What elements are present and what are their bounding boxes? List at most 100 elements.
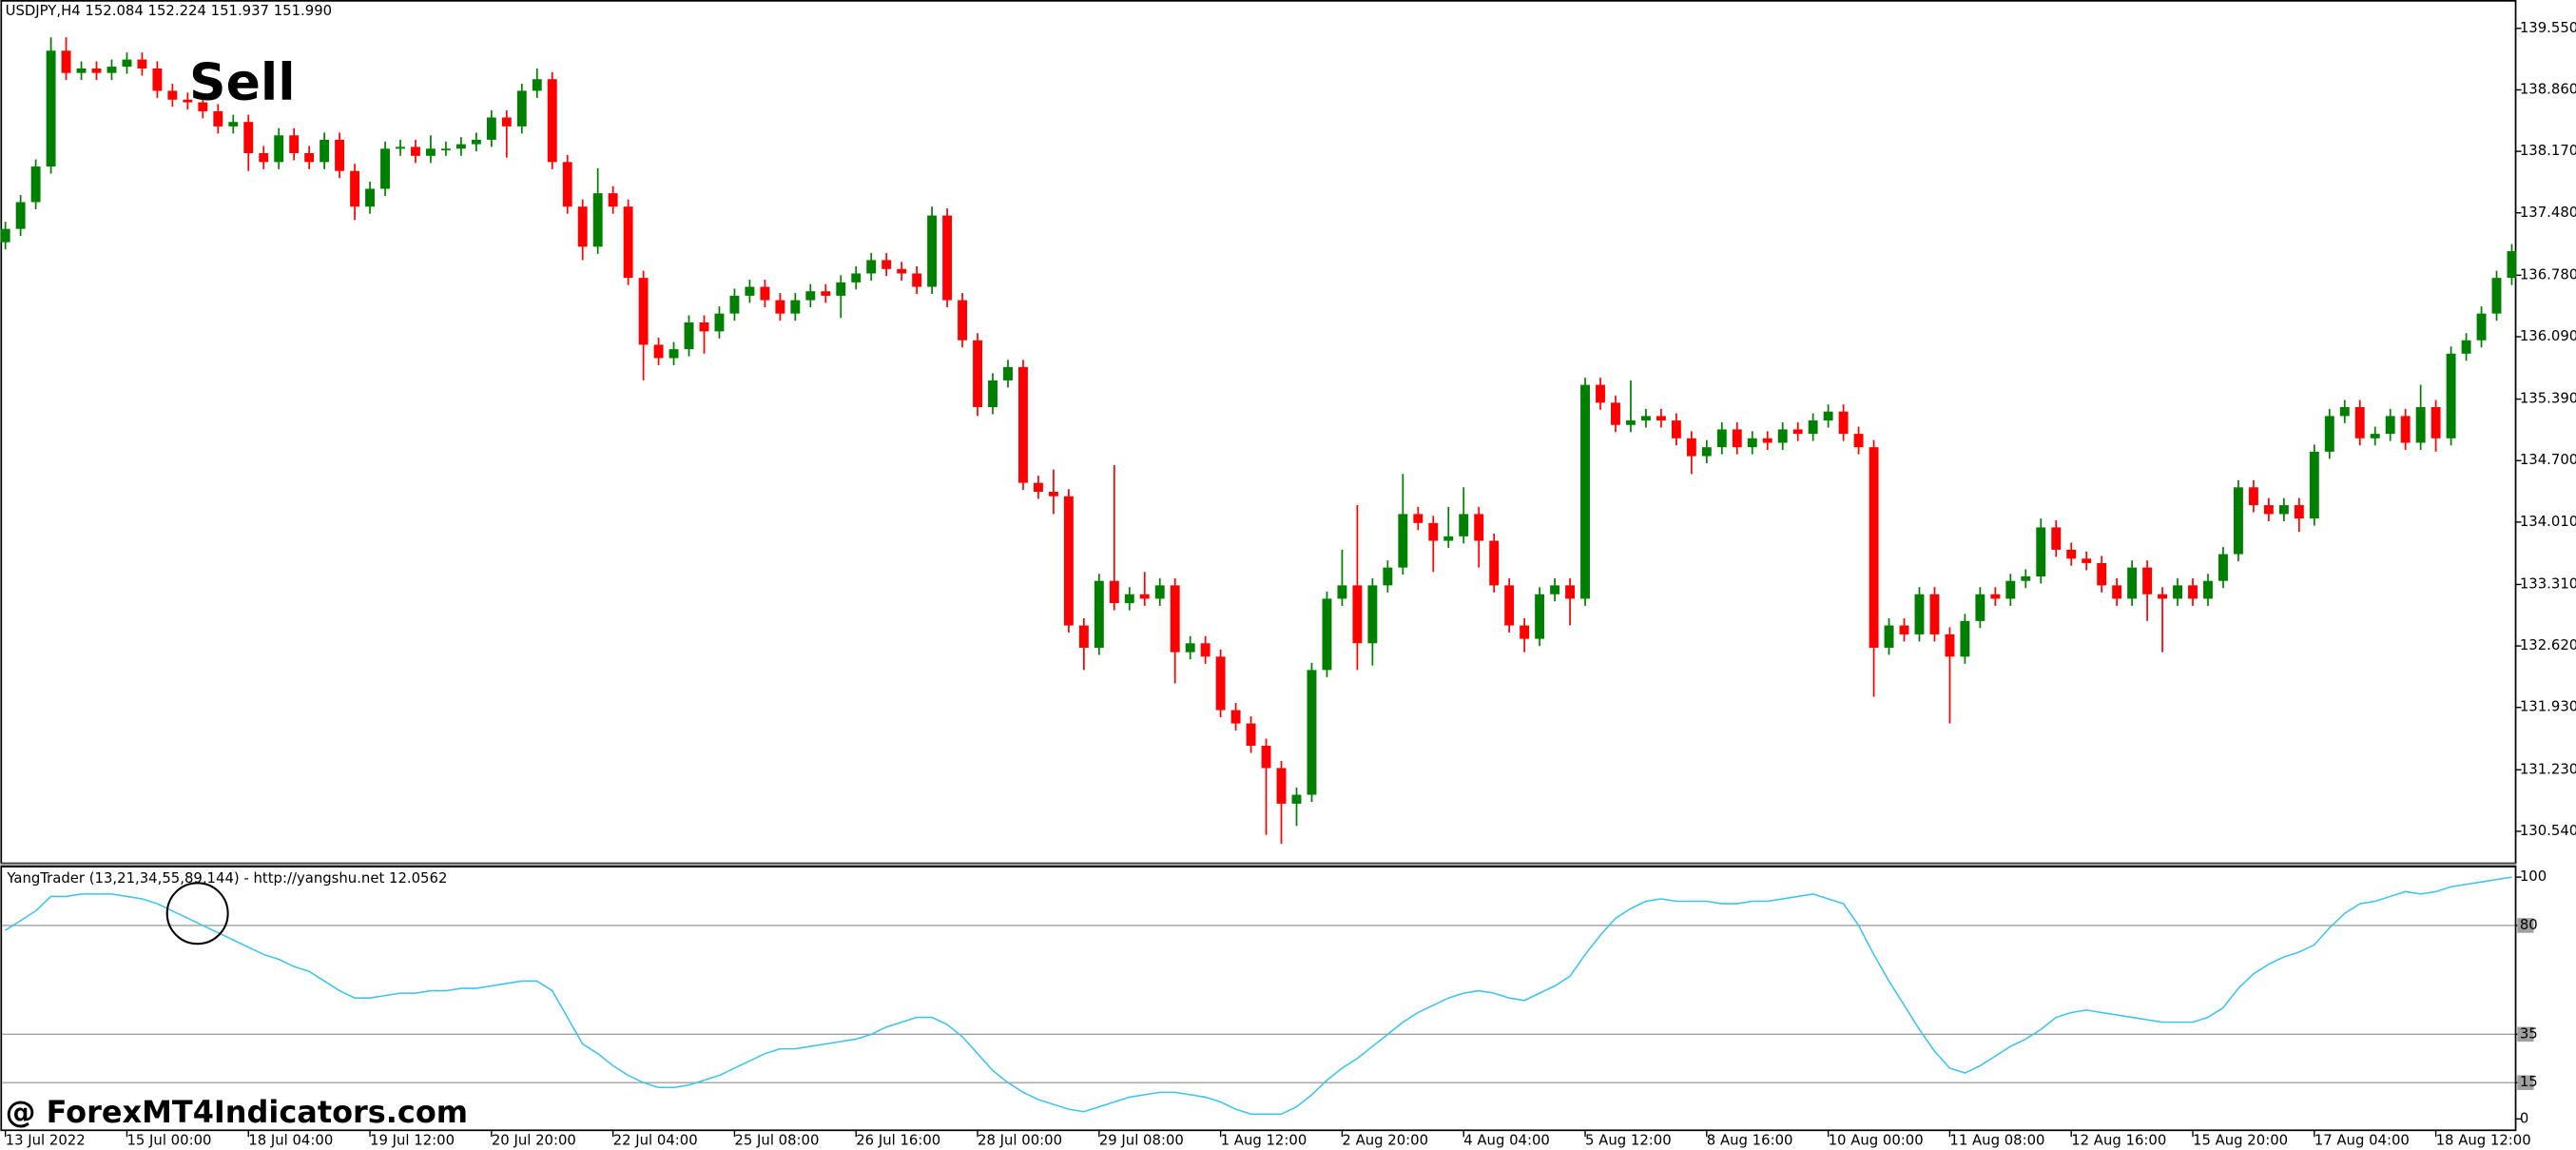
candle-body xyxy=(167,90,178,100)
candle-body xyxy=(1838,411,1849,435)
candle-body xyxy=(289,135,300,153)
candle-body xyxy=(1945,633,1955,657)
candle-body xyxy=(881,260,892,269)
candle-body xyxy=(516,90,527,127)
candle-body xyxy=(2218,554,2228,581)
candle-body xyxy=(2476,313,2487,341)
candle-body xyxy=(455,144,466,149)
candle-body xyxy=(183,99,193,103)
candle-body xyxy=(851,273,862,283)
candle-body xyxy=(2097,562,2107,586)
y-tick-label: 139.550 xyxy=(2520,19,2576,36)
candle-body xyxy=(365,188,376,207)
candle-body xyxy=(1929,594,1940,634)
candle-body xyxy=(2248,487,2258,506)
y-tick-label: 35 xyxy=(2520,1024,2538,1042)
candle-body xyxy=(1611,402,1620,425)
candle-body xyxy=(2370,434,2380,439)
x-tick-label: 20 Jul 20:00 xyxy=(492,1132,576,1149)
candle-body xyxy=(958,300,968,341)
y-tick-label: 134.700 xyxy=(2520,451,2576,468)
candle-body xyxy=(1048,492,1058,497)
candle-body xyxy=(2339,407,2350,417)
candle-body xyxy=(760,286,770,301)
y-tick-label: 133.310 xyxy=(2520,575,2576,592)
plot-layer: 139.550 138.860 138.170 137.480 136.780 136.0… xyxy=(0,19,2576,1149)
x-tick-label: 10 Aug 00:00 xyxy=(1829,1132,1924,1149)
candle-body xyxy=(1078,625,1089,648)
candle-body xyxy=(1960,620,1970,657)
candle-body xyxy=(592,193,603,247)
candle-body xyxy=(228,122,239,127)
candle-body xyxy=(30,166,41,203)
candle-body xyxy=(1170,585,1180,653)
candle-body xyxy=(304,152,315,163)
candle-body xyxy=(274,135,284,163)
candle-body xyxy=(562,162,572,207)
candle-body xyxy=(1625,420,1636,425)
x-tick-label: 4 Aug 04:00 xyxy=(1463,1132,1550,1149)
candle-body xyxy=(1823,411,1833,421)
y-tick-label: 131.930 xyxy=(2520,698,2576,715)
candle-body xyxy=(1003,366,1013,380)
candle-body xyxy=(1307,670,1317,795)
candle-body xyxy=(1367,585,1378,644)
x-tick-label: 26 Jul 16:00 xyxy=(856,1132,940,1149)
y-tick-label: 138.170 xyxy=(2520,142,2576,159)
candle-body xyxy=(745,286,755,296)
candle-body xyxy=(1550,585,1560,594)
candle-body xyxy=(1640,416,1651,421)
candle-body xyxy=(2294,505,2304,519)
x-tick-label: 5 Aug 12:00 xyxy=(1585,1132,1672,1149)
candle-body xyxy=(1762,438,1772,443)
x-tick-label: 12 Aug 16:00 xyxy=(2071,1132,2166,1149)
candle-body xyxy=(684,322,694,350)
candle-body xyxy=(805,291,816,301)
candle-body xyxy=(1474,514,1484,541)
candle-body xyxy=(2082,558,2092,563)
candle-body xyxy=(2324,416,2334,452)
candle-body xyxy=(790,300,801,314)
candle-body xyxy=(213,110,223,127)
y-tick-label: 137.480 xyxy=(2520,204,2576,221)
candle-body xyxy=(2415,407,2426,443)
candle-body xyxy=(547,79,557,163)
candle-body xyxy=(1383,567,1393,586)
y-tick-label: 135.390 xyxy=(2520,390,2576,407)
candle-body xyxy=(107,67,117,73)
candle-body xyxy=(2461,340,2471,354)
candle-body xyxy=(2066,549,2077,559)
candle-body xyxy=(1230,710,1241,724)
x-tick-label: 15 Jul 00:00 xyxy=(126,1132,211,1149)
candle-body xyxy=(259,152,269,163)
indicator-frame xyxy=(0,866,2517,1132)
candle-body xyxy=(122,59,132,68)
candle-body xyxy=(2491,278,2502,314)
candle-body xyxy=(1792,429,1803,435)
candle-body xyxy=(1701,447,1712,457)
candle-body xyxy=(942,215,953,301)
candle-body xyxy=(1716,429,1727,448)
candle-body xyxy=(1139,594,1150,599)
candle-body xyxy=(1398,514,1408,568)
candle-body xyxy=(1565,585,1576,599)
candle-body xyxy=(1352,585,1363,644)
candle-body xyxy=(988,380,997,408)
candle-body xyxy=(411,146,420,156)
candle-body xyxy=(1853,434,1864,448)
candle-body xyxy=(0,228,10,243)
candle-body xyxy=(1413,514,1424,523)
candle-body xyxy=(1291,794,1302,804)
candle-body xyxy=(425,148,436,156)
candle-body xyxy=(2112,585,2122,599)
candle-body xyxy=(638,278,649,345)
candle-body xyxy=(2127,567,2138,599)
x-tick-label: 17 Aug 04:00 xyxy=(2315,1132,2410,1149)
y-tick-label: 134.010 xyxy=(2520,513,2576,530)
y-tick-label: 100 xyxy=(2520,867,2547,885)
candle-body xyxy=(2036,527,2046,577)
candle-body xyxy=(91,68,102,73)
candle-body xyxy=(320,139,330,163)
candle-body xyxy=(335,139,345,171)
